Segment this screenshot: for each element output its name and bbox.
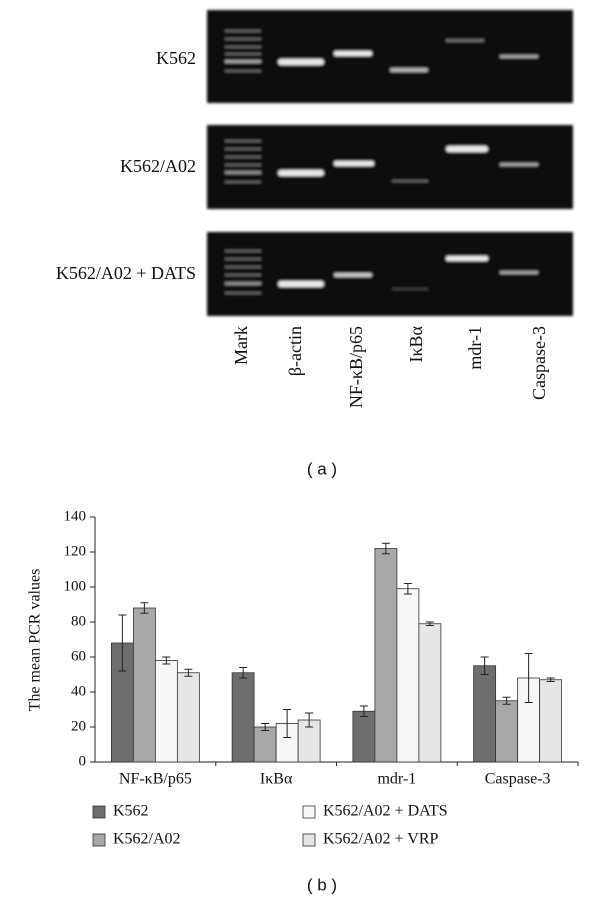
y-tick-label: 80 xyxy=(71,613,86,629)
legend-label: K562/A02 + DATS xyxy=(323,803,448,820)
gel-row-label: K562/A02 + DATS xyxy=(56,263,196,283)
error-bar xyxy=(283,709,292,738)
error-bar xyxy=(184,668,193,677)
gel-row-label: K562 xyxy=(156,48,196,68)
y-tick-label: 120 xyxy=(64,543,87,559)
error-bar xyxy=(403,583,412,595)
legend-swatch xyxy=(92,805,106,819)
error-bar xyxy=(359,705,368,717)
error-bar xyxy=(261,723,270,731)
gel-lane-label: Caspase-3 xyxy=(529,326,549,400)
error-bar xyxy=(381,542,390,555)
gel-lane-label: Mark xyxy=(231,326,251,365)
bar xyxy=(154,660,178,763)
y-tick-label: 60 xyxy=(71,648,86,664)
y-tick-label: 140 xyxy=(64,508,87,524)
bar xyxy=(231,672,255,763)
gel-row-label: K562/A02 xyxy=(120,156,196,176)
panel-label: ( a ) xyxy=(307,459,337,478)
legend-label: K562 xyxy=(113,803,149,820)
error-bar xyxy=(425,621,434,626)
error-bar xyxy=(502,696,511,705)
bar xyxy=(396,588,420,763)
bar xyxy=(539,679,563,763)
bar xyxy=(176,672,200,763)
bar xyxy=(132,607,156,763)
x-tick-label: NF-κB/p65 xyxy=(119,771,192,788)
bar xyxy=(418,623,442,763)
y-tick-label: 0 xyxy=(79,753,87,769)
error-bar xyxy=(524,653,533,703)
error-bar xyxy=(118,614,127,672)
bar xyxy=(352,710,376,763)
gel-images xyxy=(207,10,573,316)
bar xyxy=(473,665,497,763)
gel-lane-label: NF-κB/p65 xyxy=(346,326,366,408)
error-bar xyxy=(480,656,489,675)
error-bar xyxy=(239,667,248,679)
gel-lane-label: IκBα xyxy=(406,325,426,362)
error-bar xyxy=(305,712,314,728)
bar xyxy=(374,548,398,763)
legend-label: K562/A02 + VRP xyxy=(323,831,439,848)
legend-swatch xyxy=(92,833,106,847)
bar xyxy=(495,700,519,763)
gel-lane-label: β-actin xyxy=(285,326,305,376)
x-tick-label: IκBα xyxy=(260,771,293,788)
legend-swatch xyxy=(302,805,316,819)
error-bar xyxy=(546,677,555,682)
y-tick-label: 100 xyxy=(64,578,87,594)
y-axis-label: The mean PCR values xyxy=(27,569,44,712)
x-tick-label: Caspase-3 xyxy=(485,771,551,788)
y-tick-label: 20 xyxy=(71,718,86,734)
panel-label: ( b ) xyxy=(307,875,337,894)
gel-lane-label: mdr-1 xyxy=(465,326,485,370)
legend-label: K562/A02 xyxy=(113,831,181,848)
bar xyxy=(253,726,277,763)
legend-swatch xyxy=(302,833,316,847)
error-bar xyxy=(140,602,149,614)
x-tick-label: mdr-1 xyxy=(377,771,416,788)
y-tick-label: 40 xyxy=(71,683,86,699)
error-bar xyxy=(162,656,171,665)
